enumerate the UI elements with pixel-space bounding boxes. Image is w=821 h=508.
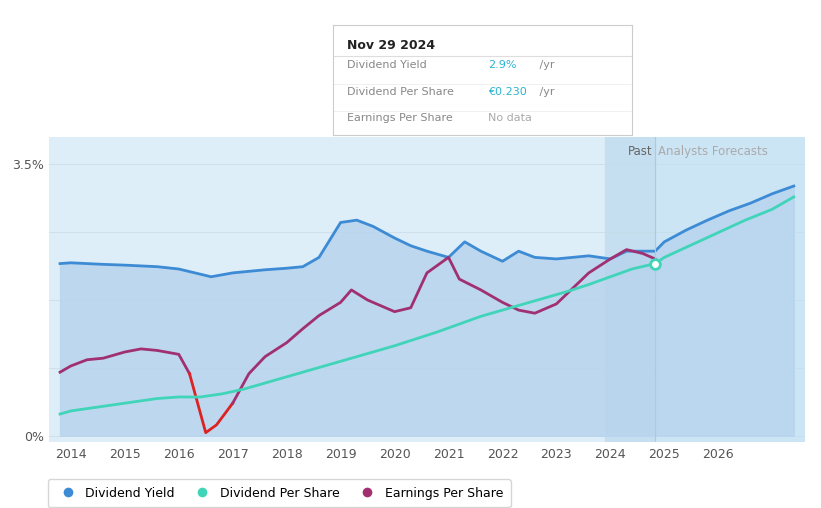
Text: €0.230: €0.230: [488, 86, 527, 97]
Text: 2.9%: 2.9%: [488, 60, 517, 70]
Text: Past: Past: [628, 145, 653, 158]
Text: Dividend Yield: Dividend Yield: [347, 60, 427, 70]
Text: /yr: /yr: [536, 86, 555, 97]
Text: Analysts Forecasts: Analysts Forecasts: [658, 145, 768, 158]
Bar: [605, 137, 655, 442]
Text: /yr: /yr: [536, 60, 555, 70]
Bar: [655, 137, 805, 442]
Text: Nov 29 2024: Nov 29 2024: [347, 39, 436, 51]
Text: No data: No data: [488, 113, 532, 123]
Text: Earnings Per Share: Earnings Per Share: [347, 113, 453, 123]
Legend: Dividend Yield, Dividend Per Share, Earnings Per Share: Dividend Yield, Dividend Per Share, Earn…: [48, 480, 511, 507]
Text: Dividend Per Share: Dividend Per Share: [347, 86, 454, 97]
